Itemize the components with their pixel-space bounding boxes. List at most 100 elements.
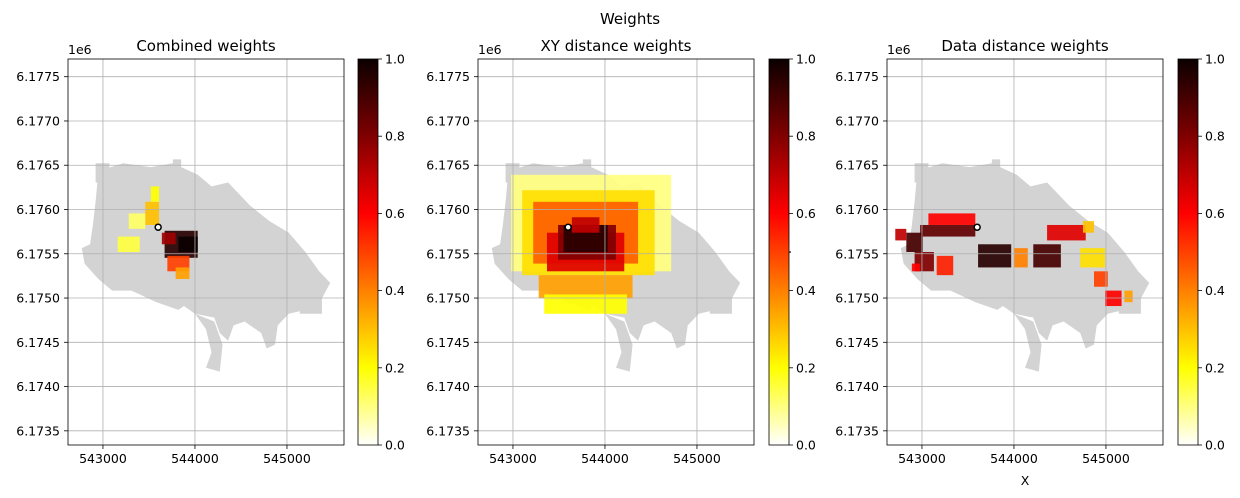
y-tick-label: 6.1765 — [426, 158, 470, 173]
colorbar-tick-label: 1.0 — [796, 52, 816, 67]
x-tick-label: 543000 — [898, 451, 946, 466]
y-tick-label: 6.1770 — [16, 113, 60, 128]
weight-patch — [178, 236, 198, 252]
map-fragment — [582, 159, 592, 175]
y-tick-label: 6.1775 — [835, 69, 879, 84]
x-tick-label: 543000 — [489, 451, 537, 466]
colorbar-tick-label: 0.4 — [1205, 283, 1225, 298]
weight-patch — [150, 186, 160, 202]
map-fragment — [991, 159, 1001, 175]
weight-patch — [175, 267, 190, 280]
y-tick-label: 6.1745 — [426, 335, 470, 350]
y-tick-label: 6.1745 — [16, 335, 60, 350]
y-tick-label: 6.1755 — [835, 246, 879, 261]
weight-patch — [911, 263, 921, 272]
weight-patch — [978, 244, 1012, 268]
axes-frame — [477, 58, 755, 446]
weight-patch — [544, 294, 628, 314]
y-tick-label: 6.1740 — [835, 379, 879, 394]
y-offset-label: 1e6 — [887, 42, 911, 57]
y-tick-label: 6.1765 — [16, 158, 60, 173]
colorbar-tick-label: 0.6 — [385, 206, 405, 221]
y-tick-label: 6.1740 — [16, 379, 60, 394]
panel-2: 543000 544000 545000 6.1735 6.1740 6.1745 6.17… — [426, 37, 816, 466]
weight-patch — [161, 232, 176, 245]
panel-title: Data distance weights — [941, 37, 1108, 55]
y-tick-label: 6.1740 — [426, 379, 470, 394]
panel-3: 543000 544000 545000 6.1735 6.1740 6.1745 6.17… — [835, 37, 1225, 488]
colorbar-tick-label: 0.8 — [1205, 129, 1225, 144]
weight-patch — [1013, 248, 1028, 268]
y-tick-label: 6.1750 — [426, 291, 470, 306]
colorbar-tick-label: 0.8 — [385, 129, 405, 144]
map-fragment — [914, 163, 929, 183]
x-tick-label: 544000 — [171, 451, 219, 466]
weight-patch — [920, 224, 976, 237]
y-tick-label: 6.1775 — [426, 69, 470, 84]
x-tick-label: 544000 — [990, 451, 1038, 466]
map-background-tail — [604, 313, 633, 372]
colorbar: 0.0 0.2 0.4 0.6 0.8 1.0 — [357, 52, 405, 453]
colorbar-tick-label: 0.8 — [796, 129, 816, 144]
y-tick-label: 6.1765 — [835, 158, 879, 173]
y-tick-label: 6.1760 — [16, 202, 60, 217]
colorbar-tick-label: 0.4 — [385, 283, 405, 298]
weight-patch — [1047, 224, 1086, 241]
x-tick-label: 545000 — [673, 451, 721, 466]
x-tick-label: 545000 — [263, 451, 311, 466]
y-tick-label: 6.1760 — [835, 202, 879, 217]
colorbar-tick-label: 0.0 — [796, 438, 816, 453]
weight-patch — [1080, 248, 1106, 268]
weight-patch — [928, 213, 976, 225]
query-point-marker — [154, 223, 162, 231]
weight-patch — [1033, 244, 1061, 268]
query-point-marker — [973, 223, 981, 231]
weight-patch — [895, 228, 907, 241]
y-tick-label: 6.1735 — [426, 423, 470, 438]
x-tick-label: 543000 — [79, 451, 127, 466]
panel-title: XY distance weights — [541, 37, 692, 55]
colorbar-tick-label: 0.0 — [1205, 438, 1225, 453]
colorbar: 0.0 0.2 0.4 0.6 0.8 1.0 — [768, 52, 816, 453]
weight-patch — [1124, 290, 1133, 303]
colorbar-tick-label: 0.2 — [796, 360, 816, 375]
weight-patch — [1082, 221, 1094, 233]
y-tick-label: 6.1750 — [16, 291, 60, 306]
y-tick-label: 6.1755 — [426, 246, 470, 261]
panel-title: Combined weights — [136, 37, 276, 55]
colorbar-gradient — [1177, 58, 1199, 446]
y-tick-label: 6.1735 — [16, 423, 60, 438]
colorbar-tick-label: 0.6 — [1205, 206, 1225, 221]
colorbar-tick-label: 0.6 — [796, 206, 816, 221]
x-tick-label: 544000 — [581, 451, 629, 466]
panel-1: 543000 544000 545000 6.1735 6.1740 6.1745 6.17… — [16, 37, 405, 466]
query-point-marker — [564, 223, 572, 231]
weight-patch — [128, 213, 146, 229]
colorbar-gradient — [357, 58, 379, 446]
figure-suptitle: Weights — [600, 10, 660, 28]
weight-patch — [906, 232, 923, 252]
map-background-tail — [1013, 313, 1042, 372]
colorbar-tick-label: 1.0 — [385, 52, 405, 67]
y-tick-label: 6.1745 — [835, 335, 879, 350]
x-axis-label: X — [1021, 473, 1030, 488]
weight-patch — [571, 217, 600, 233]
y-tick-label: 6.1760 — [426, 202, 470, 217]
colorbar: 0.0 0.2 0.4 0.6 0.8 1.0 — [1177, 52, 1225, 453]
map-background-tail — [194, 313, 223, 372]
colorbar-tick-label: 0.2 — [1205, 360, 1225, 375]
y-tick-label: 6.1775 — [16, 69, 60, 84]
axes-frame — [67, 58, 345, 446]
map-fragment — [172, 159, 182, 175]
x-tick-label: 545000 — [1082, 451, 1130, 466]
y-offset-label: 1e6 — [68, 42, 92, 57]
weight-patch — [936, 255, 954, 276]
colorbar-tick-label: 0.4 — [796, 283, 816, 298]
weight-patch — [117, 236, 140, 252]
axes-frame — [886, 58, 1164, 446]
colorbar-tick-label: 0.2 — [385, 360, 405, 375]
colorbar-tick-label: 0.0 — [385, 438, 405, 453]
y-tick-label: 6.1770 — [426, 113, 470, 128]
map-fragment — [95, 163, 110, 183]
